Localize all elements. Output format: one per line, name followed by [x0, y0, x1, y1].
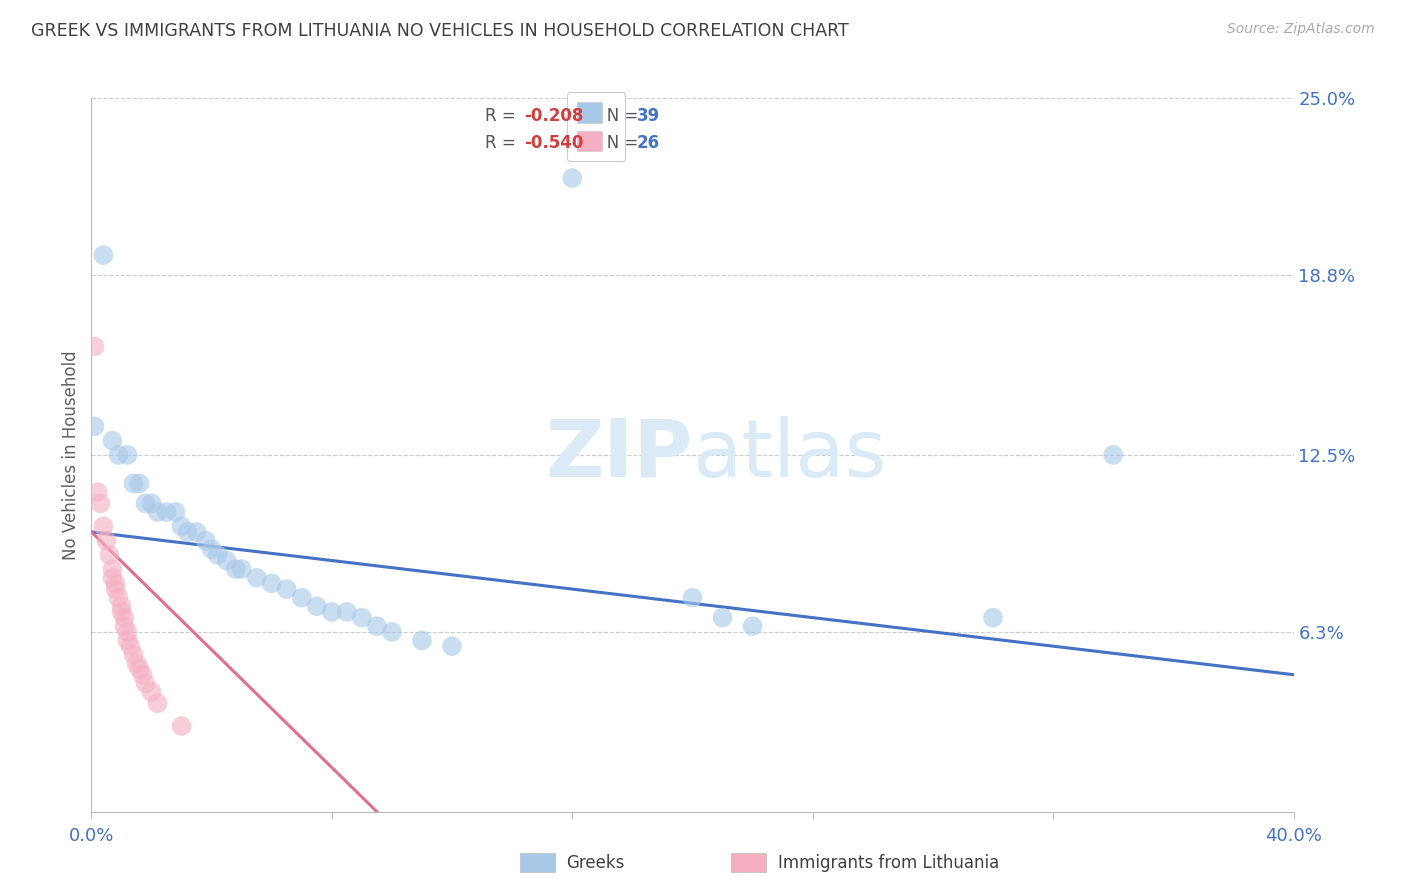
- Text: -0.540: -0.540: [524, 134, 583, 152]
- Point: [101, 434, 124, 448]
- Point: [134, 496, 156, 510]
- Point: [165, 505, 187, 519]
- Text: 26: 26: [637, 134, 659, 152]
- Point: [366, 619, 388, 633]
- Point: [125, 657, 148, 671]
- Text: Greeks: Greeks: [567, 854, 626, 871]
- Point: [86, 485, 108, 500]
- Point: [170, 719, 193, 733]
- Point: [411, 633, 433, 648]
- Point: [83, 339, 105, 353]
- Point: [336, 605, 359, 619]
- Point: [215, 553, 238, 567]
- Point: [155, 505, 177, 519]
- Point: [104, 576, 127, 591]
- Point: [117, 633, 139, 648]
- Point: [128, 662, 150, 676]
- Point: [93, 248, 115, 262]
- Point: [350, 610, 373, 624]
- Point: [96, 533, 118, 548]
- Point: [276, 582, 298, 596]
- Point: [321, 605, 343, 619]
- Point: [114, 610, 136, 624]
- Text: R =: R =: [485, 107, 522, 125]
- Point: [260, 576, 283, 591]
- Point: [122, 648, 145, 662]
- Point: [207, 548, 229, 562]
- Point: [120, 639, 142, 653]
- Legend: , : ,: [567, 92, 626, 161]
- Text: GREEK VS IMMIGRANTS FROM LITHUANIA NO VEHICLES IN HOUSEHOLD CORRELATION CHART: GREEK VS IMMIGRANTS FROM LITHUANIA NO VE…: [31, 22, 849, 40]
- Point: [131, 667, 153, 681]
- Point: [114, 619, 136, 633]
- Point: [141, 496, 163, 510]
- Text: atlas: atlas: [692, 416, 887, 494]
- Text: Immigrants from Lithuania: Immigrants from Lithuania: [778, 854, 998, 871]
- Point: [122, 476, 145, 491]
- Point: [134, 676, 156, 690]
- Point: [170, 519, 193, 533]
- Point: [201, 542, 224, 557]
- Point: [110, 605, 132, 619]
- Point: [231, 562, 253, 576]
- Point: [291, 591, 314, 605]
- Point: [561, 171, 583, 186]
- Point: [93, 519, 115, 533]
- Point: [89, 496, 111, 510]
- Text: R =: R =: [485, 134, 522, 152]
- Point: [194, 533, 217, 548]
- Point: [741, 619, 763, 633]
- Point: [246, 571, 269, 585]
- Point: [176, 524, 198, 539]
- Point: [117, 624, 139, 639]
- Text: ZIP: ZIP: [546, 416, 692, 494]
- Point: [98, 548, 121, 562]
- Point: [107, 591, 129, 605]
- Text: Source: ZipAtlas.com: Source: ZipAtlas.com: [1227, 22, 1375, 37]
- Point: [1102, 448, 1125, 462]
- Point: [110, 599, 132, 614]
- Point: [107, 448, 129, 462]
- Point: [141, 685, 163, 699]
- Point: [981, 610, 1004, 624]
- Point: [305, 599, 328, 614]
- Point: [128, 476, 150, 491]
- Point: [186, 524, 208, 539]
- Text: N =: N =: [591, 107, 643, 125]
- Text: 39: 39: [637, 107, 661, 125]
- Text: N =: N =: [591, 134, 643, 152]
- Point: [83, 419, 105, 434]
- Point: [104, 582, 127, 596]
- Point: [440, 639, 463, 653]
- Point: [225, 562, 247, 576]
- Point: [681, 591, 703, 605]
- Point: [381, 624, 404, 639]
- Point: [711, 610, 734, 624]
- Point: [146, 696, 169, 710]
- Y-axis label: No Vehicles in Household: No Vehicles in Household: [62, 350, 80, 560]
- Point: [146, 505, 169, 519]
- Point: [101, 562, 124, 576]
- Point: [101, 571, 124, 585]
- Text: -0.208: -0.208: [524, 107, 583, 125]
- Point: [117, 448, 139, 462]
